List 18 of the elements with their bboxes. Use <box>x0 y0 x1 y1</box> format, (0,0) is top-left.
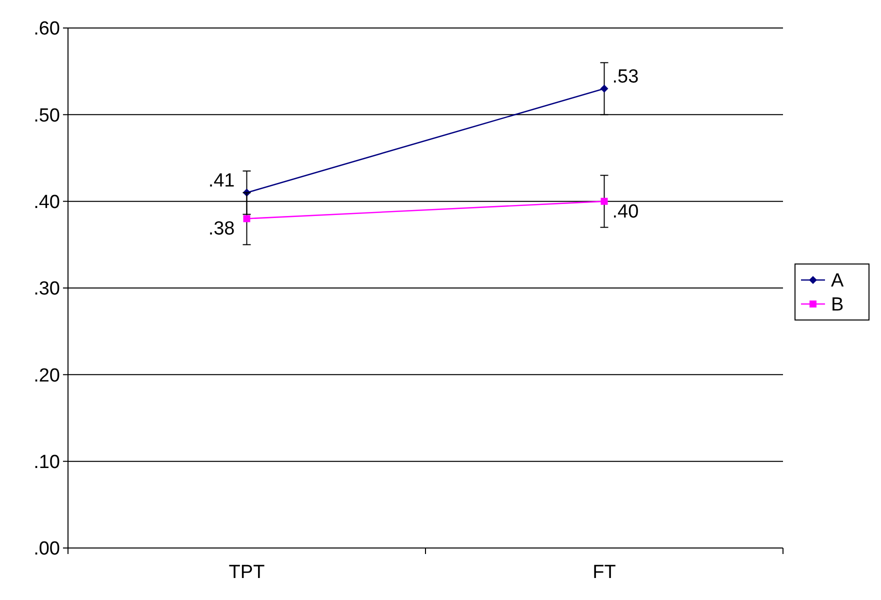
point <box>600 84 608 93</box>
y-tick-label: .60 <box>34 18 60 40</box>
x-tick-label: FT <box>592 562 616 583</box>
data-label: .53 <box>612 66 639 88</box>
data-label: .41 <box>208 170 235 192</box>
data-label: .38 <box>208 218 235 240</box>
y-tick-label: .20 <box>34 365 60 386</box>
point <box>600 198 608 205</box>
y-tick-label: .40 <box>34 192 60 213</box>
data-label: .40 <box>612 201 639 222</box>
legend-label: A <box>831 270 844 292</box>
legend-label: B <box>831 294 844 316</box>
y-tick-label: .50 <box>34 105 60 126</box>
y-tick-label: .00 <box>34 538 60 560</box>
y-tick-label: .30 <box>34 278 60 300</box>
y-tick-label: .10 <box>34 452 60 473</box>
point <box>243 215 250 222</box>
x-tick-label: TPT <box>228 562 266 583</box>
